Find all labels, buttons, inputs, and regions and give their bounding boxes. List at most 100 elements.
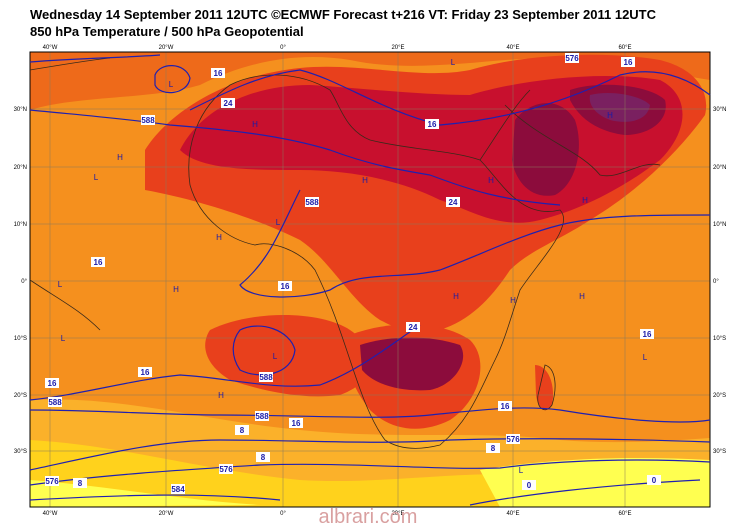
lon-label: 0°	[280, 511, 286, 517]
contour-label-box	[522, 480, 536, 490]
contour-label-box	[406, 322, 420, 332]
pressure-mark: H	[510, 296, 516, 305]
lat-label: 20°S	[713, 393, 726, 399]
contour-line	[29, 109, 561, 206]
lat-label: 20°N	[14, 165, 27, 171]
map-frame	[29, 51, 711, 508]
field-band	[535, 365, 554, 411]
contour-label-box	[45, 378, 59, 388]
pressure-mark: H	[362, 176, 368, 185]
contour-label-box	[446, 197, 460, 207]
contour-label: 576	[219, 465, 233, 474]
field-band	[589, 93, 650, 122]
contour-label: 0	[652, 476, 657, 485]
contour-label: 16	[643, 330, 652, 339]
lat-label: 10°S	[713, 336, 726, 342]
contour-label: 24	[409, 323, 418, 332]
contour-label: 576	[506, 435, 520, 444]
contour-label: 588	[305, 198, 319, 207]
contour-label-box	[221, 98, 235, 108]
contour-label: 24	[224, 99, 233, 108]
contour-label-box	[211, 68, 225, 78]
lon-label: 20°E	[391, 511, 404, 517]
pressure-mark: H	[607, 111, 613, 120]
map-fields	[30, 52, 710, 507]
contour-label: 24	[449, 198, 458, 207]
contour-label: 16	[48, 379, 57, 388]
pressure-mark: L	[61, 334, 66, 343]
contour-line	[29, 407, 711, 423]
contour-label: 8	[78, 479, 83, 488]
lat-label: 30°S	[14, 449, 27, 455]
contour-label-box	[486, 443, 500, 453]
contour-label: 16	[141, 368, 150, 377]
coastlines	[29, 57, 661, 449]
contour-label: 588	[259, 373, 273, 382]
lat-label: 10°N	[713, 222, 726, 228]
lat-label: 20°N	[713, 165, 726, 171]
contour-label-box	[647, 475, 661, 485]
pressure-mark: H	[216, 233, 222, 242]
contour-label-box	[45, 476, 59, 486]
contour-label-box	[289, 418, 303, 428]
pressure-mark: H	[173, 285, 179, 294]
contour-label: 16	[281, 282, 290, 291]
coastline	[188, 74, 565, 449]
contour-line	[29, 54, 191, 94]
pressure-mark: H	[117, 153, 123, 162]
pressure-mark: H	[218, 391, 224, 400]
lat-label: 0°	[713, 279, 719, 285]
contour-label-box	[73, 478, 87, 488]
contour-label-box	[91, 257, 105, 267]
contour-label-box	[259, 372, 273, 382]
contour-label: 576	[45, 477, 59, 486]
contour-label-box	[498, 401, 512, 411]
pressure-mark: L	[94, 173, 99, 182]
contour-label: 8	[240, 426, 245, 435]
lon-label: 60°E	[618, 511, 631, 517]
contour-label: 588	[255, 412, 269, 421]
lat-label: 10°S	[14, 336, 27, 342]
contour-label-box	[640, 329, 654, 339]
map-labels: 40°W 40°W 20°W 20°W 0° 0° 20°E 20°E 40°E 40°E 60°E…	[14, 45, 727, 517]
contour-line	[232, 325, 296, 376]
contour-line	[239, 189, 711, 298]
contour-label: 16	[428, 120, 437, 129]
contour-label-box	[506, 434, 520, 444]
contours	[29, 54, 711, 506]
lon-label: 20°W	[159, 45, 174, 51]
contour-label-box	[235, 425, 249, 435]
field-band	[30, 458, 710, 507]
pressure-mark: H	[252, 120, 258, 129]
contour-line	[29, 459, 711, 486]
watermark: albrari.com	[319, 506, 418, 525]
contour-label-box	[138, 367, 152, 377]
lat-label: 30°N	[713, 107, 726, 113]
pressure-mark: L	[273, 352, 278, 361]
contour-label-box	[425, 119, 439, 129]
coastline	[479, 89, 661, 177]
graticule	[29, 51, 711, 508]
pressure-mark: H	[582, 196, 588, 205]
contour-label: 8	[491, 444, 496, 453]
lat-label: 20°S	[14, 393, 27, 399]
pressure-mark: H	[579, 292, 585, 301]
lat-label: 0°	[21, 279, 27, 285]
contour-label: 576	[565, 54, 579, 63]
field-band	[360, 337, 464, 391]
contour-label-box	[565, 53, 579, 63]
contour-label-box	[256, 452, 270, 462]
field-band	[205, 315, 372, 397]
contour-label-box	[171, 484, 185, 494]
lon-label: 40°W	[43, 511, 58, 517]
pressure-mark: L	[169, 80, 174, 89]
pressure-mark: L	[643, 353, 648, 362]
lon-label: 40°W	[43, 45, 58, 51]
contour-label: 16	[94, 258, 103, 267]
lat-label: 30°S	[713, 449, 726, 455]
lon-label: 20°E	[391, 45, 404, 51]
contour-line	[29, 324, 421, 401]
contour-label-box	[305, 197, 319, 207]
